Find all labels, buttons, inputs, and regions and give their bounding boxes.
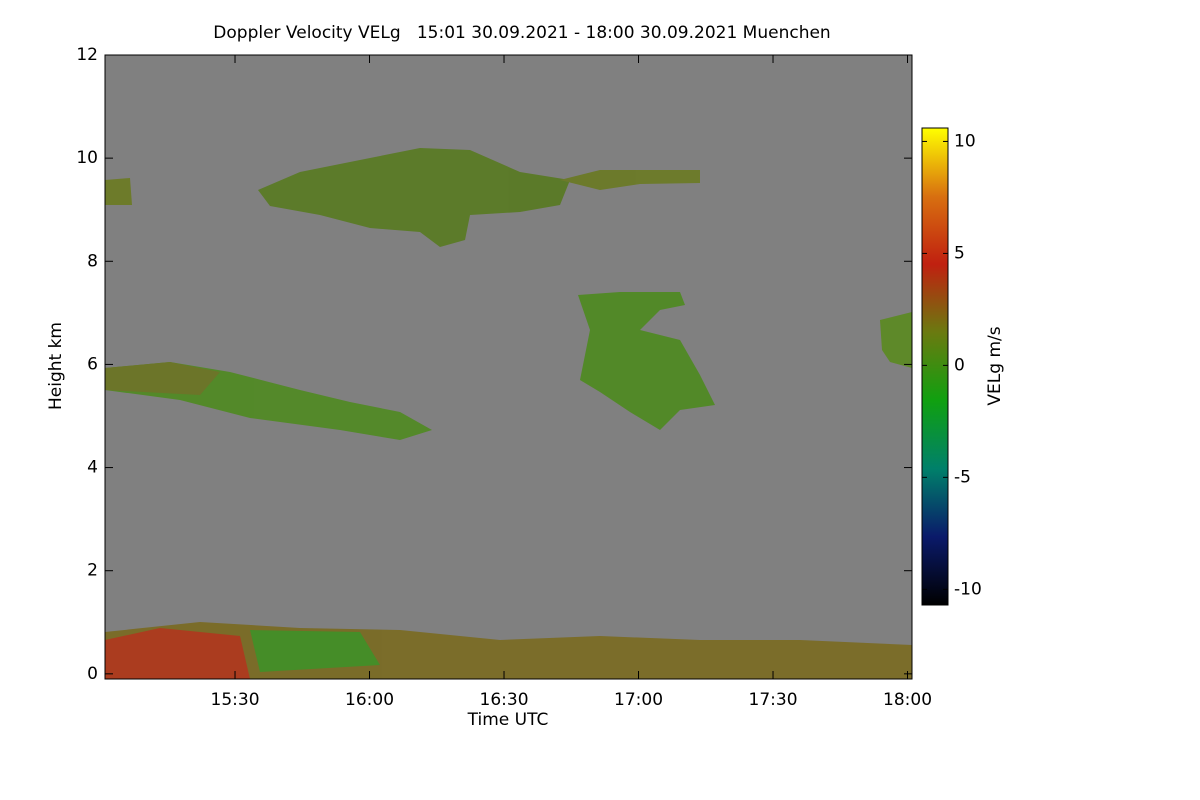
colorbar-tick-label: -10 [954,579,982,599]
boundary-layer-red [105,628,250,679]
y-tick-label: 10 [76,148,98,168]
x-tick-label: 17:30 [749,690,798,710]
x-tick-label: 16:30 [480,690,529,710]
y-tick-label: 0 [87,664,98,684]
colorbar-tick-label: 5 [954,243,965,263]
boundary-layer-green [250,630,380,672]
colorbar-tick-label: 10 [954,131,976,151]
x-tick-label: 15:30 [211,690,260,710]
y-tick-label: 2 [87,561,98,581]
y-tick-label: 4 [87,458,98,478]
colorbar [921,127,949,606]
cloud-edge [105,178,132,205]
echoes [105,148,912,679]
cloud-right [578,292,715,430]
colorbar-tick-label: -5 [954,467,971,487]
y-tick-label: 12 [76,45,98,65]
x-tick-label: 17:00 [614,690,663,710]
chart-title: Doppler Velocity VELg 15:01 30.09.2021 -… [213,23,830,43]
cloud-upper-thin [560,170,700,190]
y-axis-label: Height km [46,322,66,410]
plot-frame [104,54,913,680]
cloud-mid-left [105,362,220,395]
plot-area [105,55,912,679]
y-tick-label: 6 [87,354,98,374]
cloud-edge-right [880,312,912,368]
y-tick-label: 8 [87,251,98,271]
x-tick-label: 18:00 [883,690,932,710]
cloud-upper [258,148,570,247]
colorbar-label: VELg m/s [985,326,1005,405]
x-axis-label: Time UTC [467,710,549,730]
colorbar-tick-label: 0 [954,355,965,375]
x-tick-label: 16:00 [345,690,394,710]
